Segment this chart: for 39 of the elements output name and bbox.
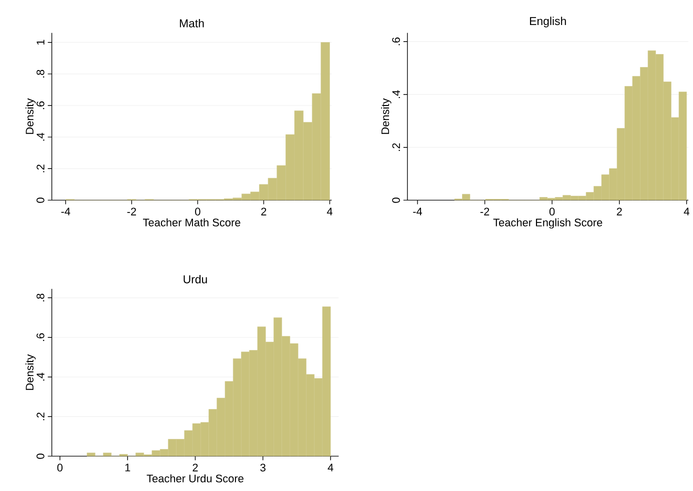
y-tick-label: 0: [392, 198, 400, 203]
y-tick-label: .4: [36, 372, 44, 381]
chart-title: Urdu: [184, 274, 207, 284]
x-tick-label: 2: [616, 208, 622, 216]
y-tick-label: .2: [392, 143, 400, 151]
x-axis-title: Teacher Math Score: [142, 218, 240, 226]
x-tick-label: 2: [192, 464, 198, 472]
x-tick-label: 4: [328, 464, 334, 472]
x-axis-title: Teacher Urdu Score: [146, 474, 244, 482]
y-tick-label: 0: [36, 198, 44, 203]
y-axis-title: Density: [381, 98, 392, 134]
y-tick-label: 1: [36, 40, 44, 45]
x-axis-title: Teacher English Score: [493, 218, 602, 229]
y-tick-label: .2: [36, 412, 44, 420]
x-tick-label: 2: [261, 208, 266, 216]
x-tick-label: 3: [260, 464, 266, 472]
chart-title: English: [530, 16, 566, 28]
y-axis-title: Density: [25, 98, 36, 134]
y-tick-label: .6: [392, 37, 400, 46]
y-tick-label: .6: [36, 101, 44, 110]
x-tick-label: 4: [326, 208, 332, 216]
x-tick-label: -4: [413, 208, 422, 216]
y-tick-label: .4: [392, 90, 400, 98]
x-tick-label: 0: [195, 208, 200, 216]
x-tick-label: -2: [480, 208, 490, 216]
y-tick-label: .8: [36, 294, 44, 302]
y-tick-label: .4: [36, 132, 44, 141]
y-tick-label: 0: [36, 454, 44, 459]
x-tick-label: 0: [549, 208, 555, 216]
chart-title: Math: [180, 18, 204, 28]
x-tick-label: 0: [57, 464, 63, 472]
x-tick-label: 4: [684, 208, 690, 216]
y-tick-label: .2: [36, 164, 44, 172]
y-axis-title: Density: [25, 354, 36, 390]
x-tick-label: 1: [125, 464, 130, 472]
x-tick-label: -2: [127, 208, 136, 216]
y-tick-label: .6: [36, 333, 44, 341]
x-tick-label: -4: [61, 208, 70, 216]
y-tick-label: .8: [36, 70, 44, 78]
